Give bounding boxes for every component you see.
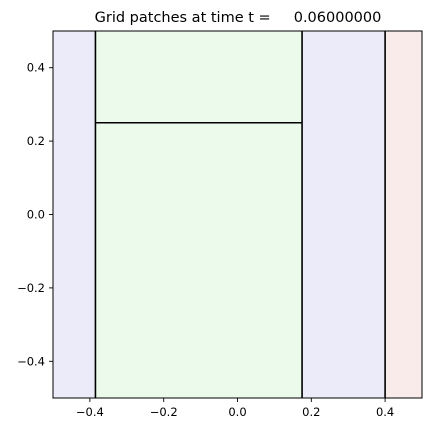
x-tick-label: 0.2 xyxy=(302,405,320,419)
chart-title: Grid patches at time t = 0.06000000 xyxy=(95,10,382,26)
y-tick-label: 0.2 xyxy=(27,134,45,148)
y-tick-label: 0.4 xyxy=(27,61,45,75)
grid-patch-4 xyxy=(385,31,422,398)
grid-patch-2 xyxy=(95,31,303,398)
y-tick-label: −0.2 xyxy=(17,281,45,295)
patch-boundaries xyxy=(94,31,386,398)
grid-patch-1 xyxy=(53,31,96,398)
x-tick-label: −0.4 xyxy=(76,405,104,419)
x-tick-label: −0.2 xyxy=(150,405,178,419)
x-tick-label: 0.0 xyxy=(228,405,246,419)
y-tick-label: 0.0 xyxy=(27,208,45,222)
y-axis-ticks: 0.4 0.2 0.0 −0.2 −0.4 xyxy=(17,61,53,368)
y-tick-label: −0.4 xyxy=(17,354,45,368)
grid-patch-3 xyxy=(302,31,386,398)
x-tick-label: 0.4 xyxy=(376,405,394,419)
grid-patches xyxy=(53,31,422,398)
x-axis-ticks: −0.4 −0.2 0.0 0.2 0.4 xyxy=(76,398,394,419)
